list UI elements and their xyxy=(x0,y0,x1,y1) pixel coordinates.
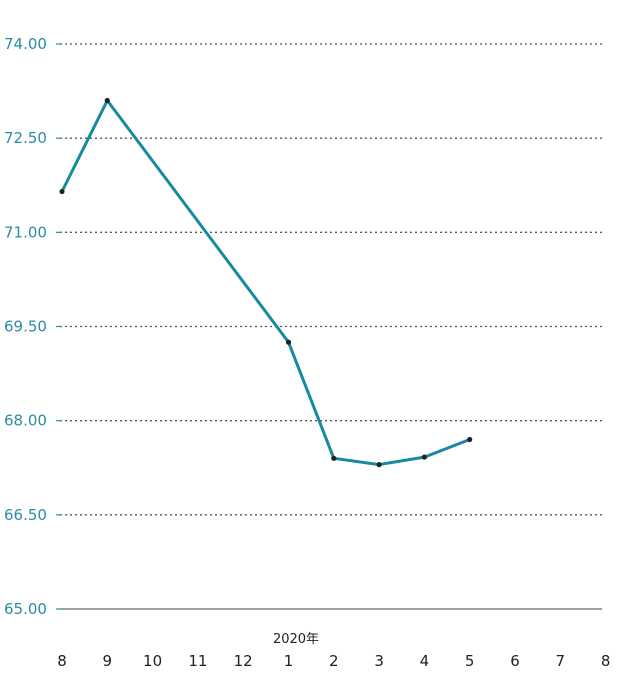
year-label: 2020年 xyxy=(273,632,319,647)
data-point xyxy=(376,462,382,468)
y-tick-label: 71.00 xyxy=(4,223,47,241)
x-tick-label: 6 xyxy=(510,652,520,670)
data-point xyxy=(285,339,292,345)
x-tick-label: 12 xyxy=(234,652,253,670)
x-tick-label: 1 xyxy=(284,652,294,670)
y-tick-label: 72.50 xyxy=(4,129,47,147)
x-tick-label: 8 xyxy=(601,652,611,670)
x-tick-label: 10 xyxy=(143,652,162,670)
data-point xyxy=(104,97,110,104)
y-tick-label: 68.00 xyxy=(4,412,47,430)
data-point xyxy=(59,188,65,195)
series-layer xyxy=(59,97,473,468)
x-tick-label: 8 xyxy=(57,652,67,670)
data-point xyxy=(331,455,337,461)
y-tick-label: 74.00 xyxy=(4,35,47,53)
x-tick-label: 4 xyxy=(420,652,430,670)
data-point xyxy=(467,436,473,443)
x-axis-ticks: 8 9 10 11 12 1 2 3 4 5 6 7 8 xyxy=(57,652,610,670)
y-tick-label: 65.00 xyxy=(4,600,47,618)
x-tick-label: 9 xyxy=(103,652,113,670)
y-axis-ticks: 74.00 72.50 71.00 69.50 68.00 66.50 65.00 xyxy=(4,35,47,618)
x-tick-label: 5 xyxy=(465,652,475,670)
x-tick-label: 7 xyxy=(556,652,566,670)
y-tick-label: 69.50 xyxy=(4,318,47,336)
x-tick-label: 11 xyxy=(188,652,207,670)
y-tick-label: 66.50 xyxy=(4,506,47,524)
series-line xyxy=(60,99,472,467)
data-point xyxy=(421,454,427,460)
grid-lines xyxy=(56,43,602,610)
x-tick-label: 2 xyxy=(329,652,339,670)
x-tick-label: 3 xyxy=(374,652,384,670)
